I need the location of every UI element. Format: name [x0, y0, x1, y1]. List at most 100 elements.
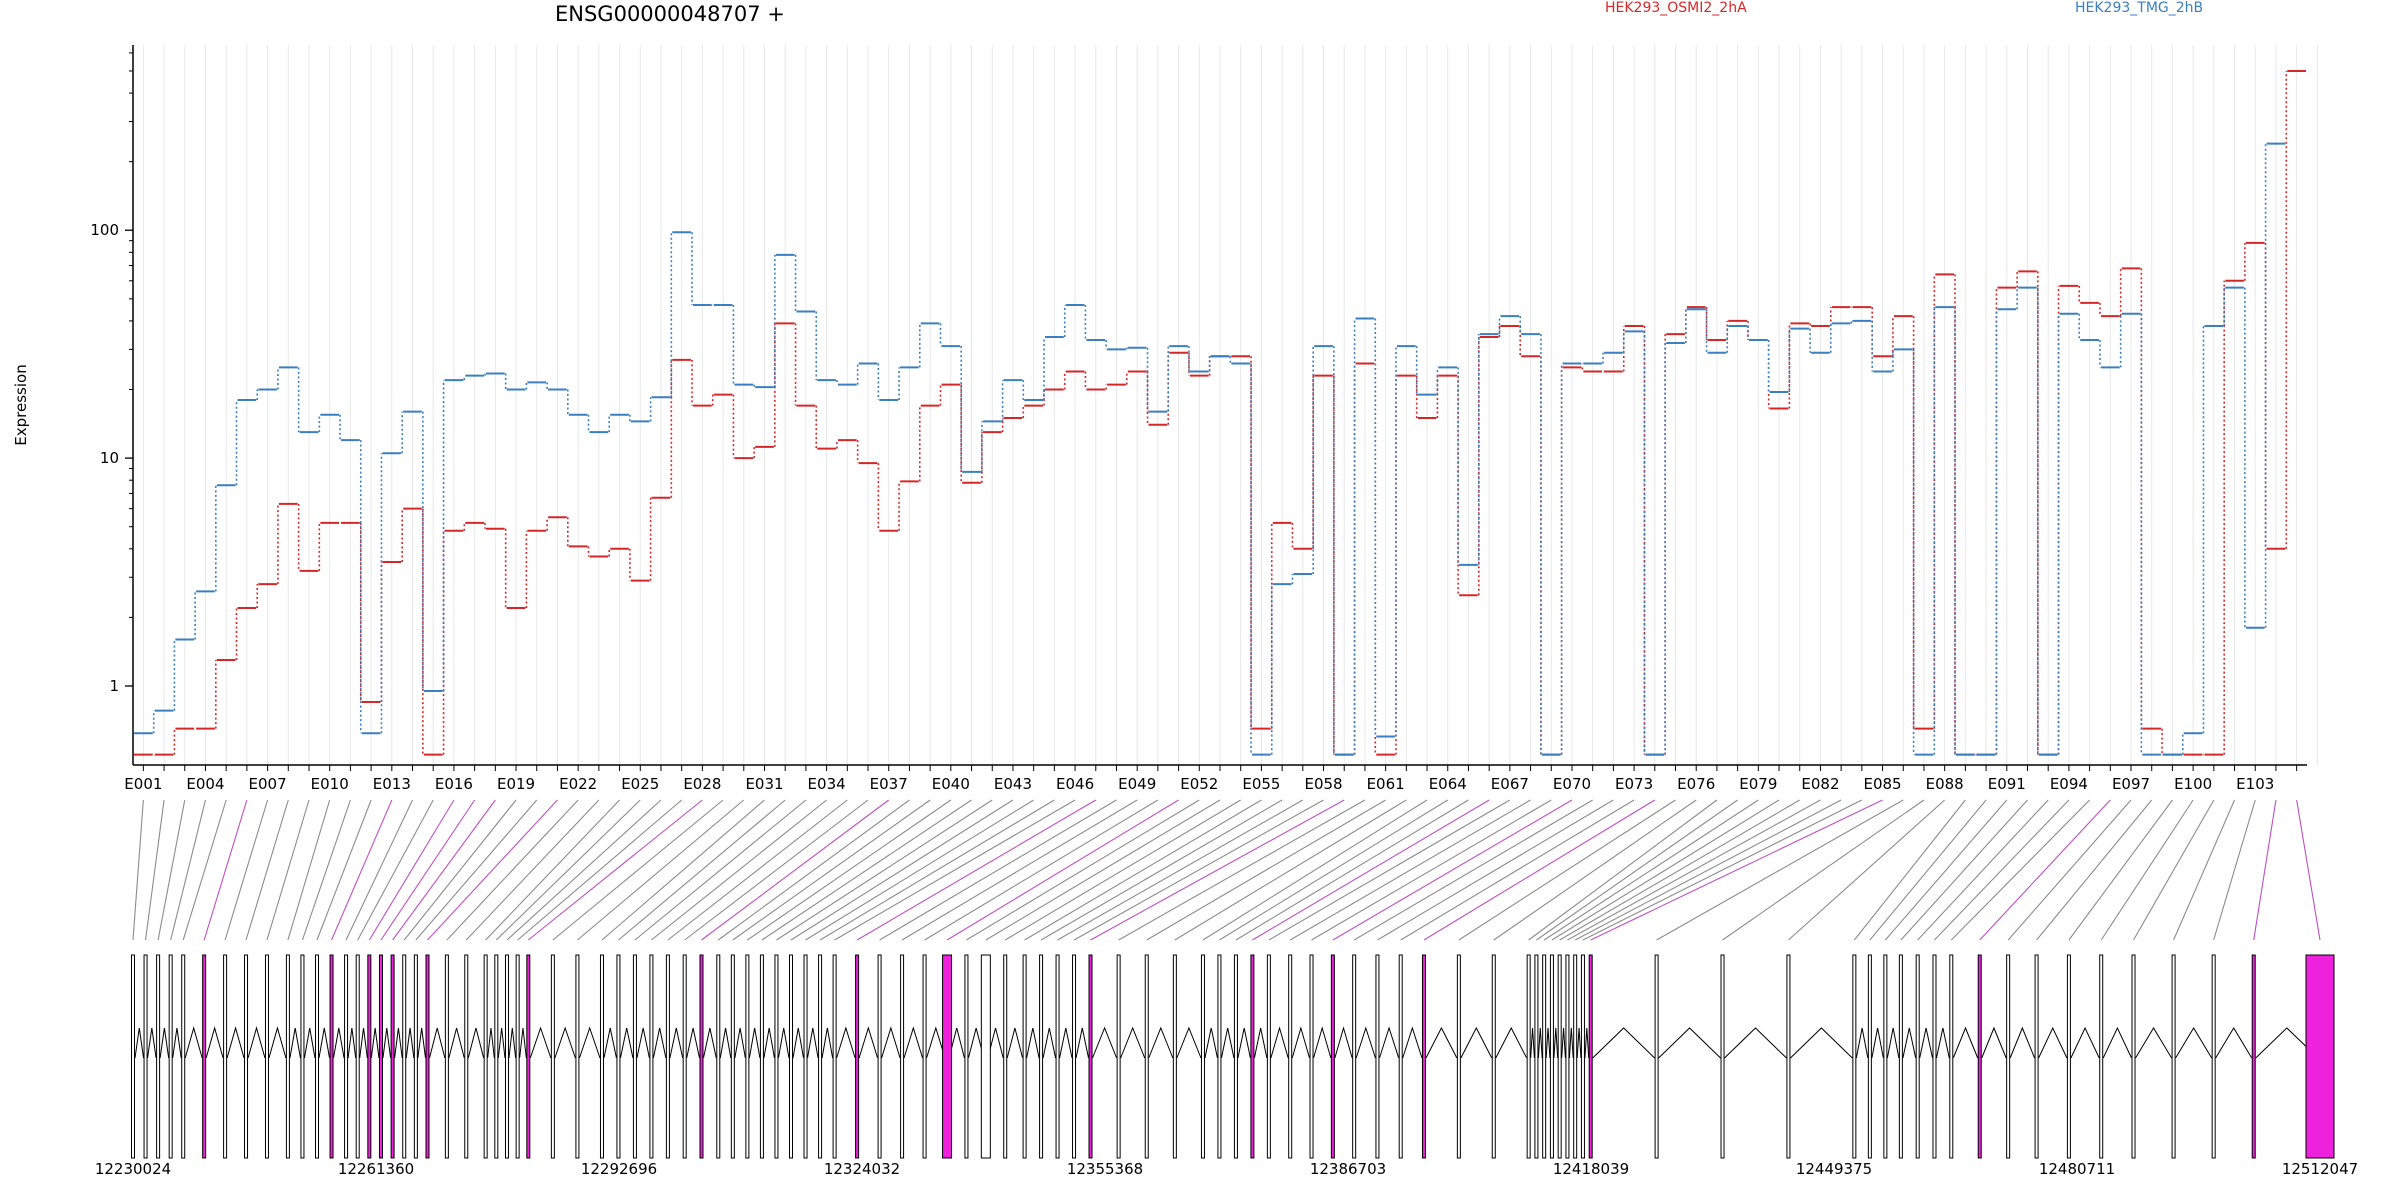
- grid-layer: [142, 45, 2318, 765]
- exon-block: [759, 954, 764, 1159]
- exon-connector: [1040, 799, 1283, 941]
- exon-connector: [357, 799, 434, 941]
- exon-connector: [1004, 799, 1241, 941]
- intron: [619, 1027, 634, 1059]
- intron: [159, 1027, 170, 1059]
- exon-block: [1330, 954, 1335, 1159]
- exon-block: [1977, 954, 1982, 1159]
- intron: [1378, 1026, 1400, 1059]
- intron: [792, 1027, 805, 1059]
- x-tick-label: E091: [1988, 775, 2026, 793]
- exon-block: [526, 954, 531, 1159]
- exon-block: [616, 954, 621, 1159]
- exon-block: [285, 954, 290, 1159]
- exon-block: [1144, 954, 1149, 1159]
- intron: [519, 1027, 527, 1059]
- exon-connector: [266, 799, 310, 941]
- intron: [226, 1026, 245, 1059]
- exon-connector: [1090, 799, 1345, 941]
- intron: [405, 1027, 415, 1059]
- exon-block: [1421, 954, 1426, 1159]
- exon-block: [550, 954, 555, 1159]
- intron: [1952, 1026, 1979, 1059]
- exon-block: [1266, 954, 1271, 1159]
- exon-block: [2171, 954, 2176, 1159]
- exon-connector: [1289, 799, 1531, 941]
- exon-block: [2006, 954, 2011, 1159]
- intron: [1886, 1027, 1900, 1059]
- exon-block: [1250, 954, 1255, 1159]
- exon-block: [344, 954, 349, 1159]
- exon-block: [1932, 954, 1937, 1159]
- intron: [1059, 1027, 1073, 1059]
- intron: [686, 1027, 700, 1059]
- exon-connector: [1423, 799, 1656, 941]
- x-tick-label: E046: [1056, 775, 1094, 793]
- intron: [1270, 1026, 1289, 1059]
- intron: [2102, 1026, 2132, 1059]
- exon-block: [803, 954, 808, 1159]
- x-tick-label: E070: [1553, 775, 1591, 793]
- intron: [1220, 1027, 1235, 1059]
- exon-connector: [345, 799, 414, 941]
- exon-block: [1549, 954, 1554, 1159]
- x-tick-label: E040: [932, 775, 970, 793]
- intron: [1148, 1026, 1174, 1059]
- intron: [748, 1027, 761, 1059]
- exon-connector: [1590, 799, 1883, 941]
- exon-connector: [1353, 799, 1593, 941]
- x-tick-label: E052: [1180, 775, 1218, 793]
- exon-connector: [946, 799, 1179, 941]
- exon-connector: [1543, 799, 1759, 941]
- exon-connector: [2296, 799, 2321, 941]
- intron: [1530, 1027, 1535, 1059]
- intron: [669, 1027, 684, 1059]
- exon-connector: [495, 799, 641, 941]
- intron: [1568, 1027, 1574, 1059]
- intron: [1204, 1027, 1218, 1059]
- x-tick-label: E073: [1615, 775, 1653, 793]
- intron: [1545, 1027, 1551, 1059]
- intron: [205, 1026, 224, 1059]
- exon-block: [131, 954, 135, 1159]
- x-tick-label: E103: [2236, 775, 2274, 793]
- exon-connector: [1268, 799, 1511, 941]
- exon-block: [1915, 954, 1920, 1159]
- intron: [1355, 1026, 1376, 1059]
- exon-block: [425, 954, 430, 1159]
- exon-block: [832, 954, 837, 1159]
- exon-connector: [2133, 799, 2215, 941]
- exon-block: [504, 954, 509, 1159]
- exon-block: [168, 954, 173, 1159]
- exon-connector: [1202, 799, 1428, 941]
- intron: [467, 1027, 485, 1059]
- exon-connector: [287, 799, 331, 941]
- exon-connector: [966, 799, 1200, 941]
- intron: [487, 1027, 495, 1059]
- y-tick-label: 10: [100, 449, 119, 467]
- intron: [289, 1027, 301, 1059]
- intron: [497, 1027, 506, 1059]
- intron: [777, 1027, 790, 1059]
- exon-block: [1233, 954, 1238, 1159]
- exon-connector: [2100, 799, 2194, 941]
- exon-connector: [527, 799, 703, 941]
- exon-connector: [552, 799, 724, 941]
- exon-connector: [577, 799, 745, 941]
- exon-block: [1534, 954, 1539, 1159]
- series-layer: [134, 69, 2306, 756]
- exon-block: [181, 954, 186, 1159]
- intron: [134, 1027, 145, 1059]
- exon-connector: [761, 799, 972, 941]
- exon-block: [1456, 954, 1461, 1159]
- series-1: [134, 142, 2286, 756]
- exon-block: [964, 954, 969, 1159]
- exon-connector: [2253, 799, 2277, 941]
- exon-block: [314, 954, 319, 1159]
- exon-block: [1786, 954, 1791, 1159]
- x-tick-label: E016: [435, 775, 473, 793]
- intron: [1902, 1027, 1917, 1059]
- exon-connector: [170, 799, 207, 941]
- intron: [1075, 1027, 1090, 1059]
- intron: [1855, 1027, 1869, 1059]
